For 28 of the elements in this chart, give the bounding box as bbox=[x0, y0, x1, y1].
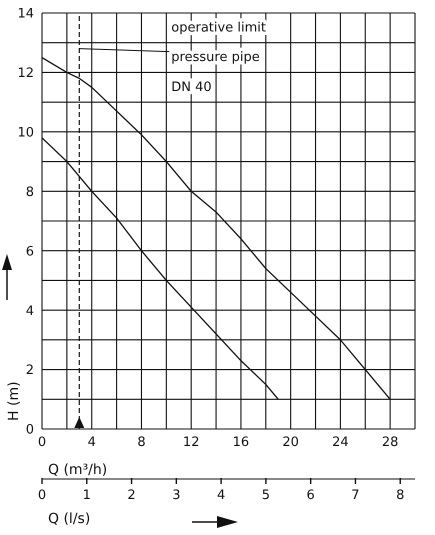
y-tick-label: 14 bbox=[17, 6, 34, 22]
x2-tick-label: 5 bbox=[262, 488, 270, 503]
y-tick-label: 0 bbox=[26, 422, 34, 438]
y-tick-label: 6 bbox=[26, 244, 34, 260]
x-axis-title: Q (m³/h) bbox=[48, 462, 108, 478]
x2-tick-label: 3 bbox=[172, 488, 180, 503]
x2-tick-label: 1 bbox=[82, 488, 91, 503]
x-tick-label: 28 bbox=[382, 435, 398, 450]
x2-tick-label: 0 bbox=[38, 488, 46, 503]
y-axis-title: H (m) bbox=[6, 381, 22, 421]
x-tick-label: 0 bbox=[38, 435, 46, 450]
x2-tick-label: 2 bbox=[127, 488, 136, 503]
x-tick-label: 16 bbox=[232, 435, 250, 450]
y-tick-label: 10 bbox=[17, 125, 34, 140]
y-tick-label: 4 bbox=[26, 304, 34, 319]
x-tick-label: 8 bbox=[137, 435, 146, 450]
x2-tick-label: 4 bbox=[216, 488, 226, 503]
x-tick-label: 24 bbox=[332, 435, 349, 450]
x-tick-label: 12 bbox=[182, 435, 200, 450]
y-tick-label: 12 bbox=[17, 66, 34, 82]
x2-tick-label: 8 bbox=[396, 488, 404, 503]
y-tick-label: 8 bbox=[26, 184, 34, 200]
x2-tick-label: 7 bbox=[351, 488, 360, 503]
y-tick-label: 2 bbox=[26, 363, 34, 378]
x2-tick-label: 6 bbox=[306, 488, 315, 503]
x-tick-label: 4 bbox=[88, 435, 96, 450]
x-tick-label: 20 bbox=[282, 435, 299, 450]
x2-axis-title: Q (l/s) bbox=[48, 511, 90, 527]
